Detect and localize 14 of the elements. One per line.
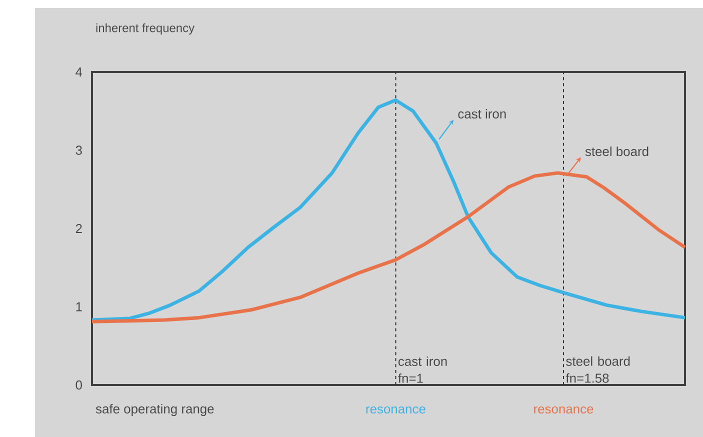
text: resonance [366,406,426,414]
legend-label: steel board [585,146,648,156]
text: safe operating range [96,404,214,416]
y-tick-label: 0 [76,380,82,390]
y-tick-label: 4 [76,68,82,76]
legend-label: cast iron [458,109,506,119]
y-tick-label: 2 [76,224,82,234]
text: resonance [534,406,594,414]
y-tick-label: 3 [76,146,82,155]
line-series [90,98,687,322]
y-axis-title: inherent frequency [96,23,194,35]
ref-line-label: cast iron fn=1 [398,356,447,383]
y-tick-label: 1 [76,302,82,312]
ref-line-label: steel board fn=1.58 [566,356,630,383]
